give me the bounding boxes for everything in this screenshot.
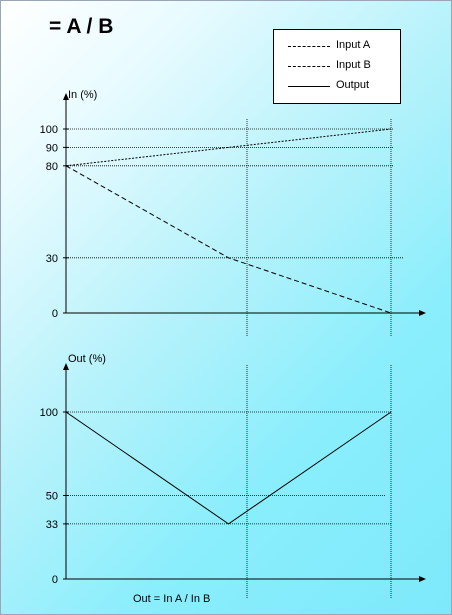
- y-tick-label-30: 30: [46, 253, 58, 265]
- legend-label-output: Output: [336, 79, 370, 91]
- output-chart: 0 33 50 100 Out (%) Out = In A / In B: [40, 353, 426, 605]
- y-tick-label-90: 90: [46, 142, 58, 154]
- y-tick-label-33: 33: [46, 519, 58, 531]
- legend-item-input-b: Input B: [274, 58, 400, 74]
- legend-swatch-input-a: [288, 46, 330, 47]
- y-tick-label-100: 100: [40, 407, 58, 419]
- series-line-output: [65, 411, 392, 525]
- y-axis-arrow: [63, 363, 69, 370]
- legend-box: Input A Input B Output: [273, 29, 401, 104]
- y-tick-label-100: 100: [40, 124, 58, 136]
- y-axis-label: Out (%): [68, 353, 106, 365]
- y-tick-label-80: 80: [46, 161, 58, 173]
- x-axis-label: Out = In A / In B: [133, 593, 210, 605]
- legend-label-input-b: Input B: [336, 59, 371, 71]
- x-axis-arrow: [419, 576, 426, 582]
- legend-item-output: Output: [274, 78, 400, 94]
- x-axis-arrow: [419, 310, 426, 316]
- series-line-input-b: [65, 165, 392, 314]
- legend-item-input-a: Input A: [274, 38, 400, 54]
- legend-label-input-a: Input A: [336, 39, 371, 51]
- input-chart: 0 30 80 90 100 In (%): [40, 89, 426, 336]
- legend-swatch-output: [288, 86, 330, 87]
- diagram-title: = A / B: [49, 15, 114, 38]
- y-tick-label-0: 0: [52, 308, 58, 320]
- y-tick-label-0: 0: [52, 574, 58, 586]
- y-axis-arrow: [63, 93, 69, 100]
- legend-swatch-input-b: [288, 66, 330, 67]
- y-axis-label: In (%): [68, 89, 97, 101]
- y-tick-label-50: 50: [46, 491, 58, 503]
